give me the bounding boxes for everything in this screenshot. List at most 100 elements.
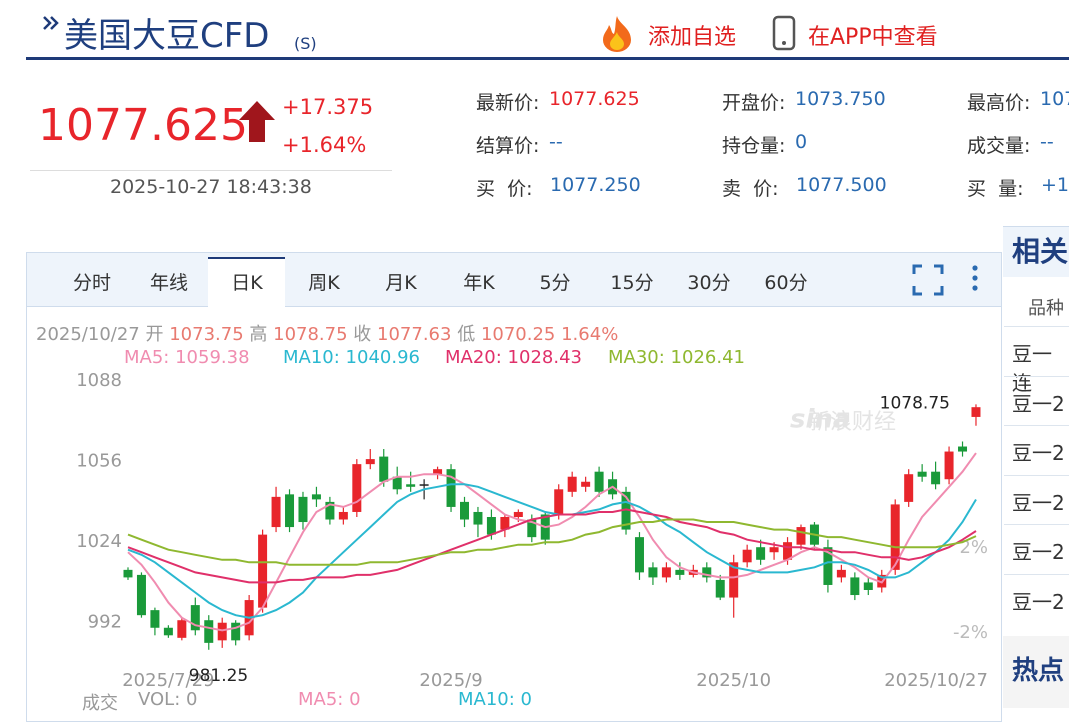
x-tick-label: 2025/10 bbox=[696, 670, 771, 691]
candle-body bbox=[944, 451, 954, 480]
candle-body bbox=[567, 476, 577, 492]
volume-label: 成交 bbox=[82, 693, 118, 714]
candle-body bbox=[231, 622, 241, 641]
volume-ma5: MA5: 0 bbox=[298, 689, 361, 710]
candle-body bbox=[890, 504, 900, 570]
candle-body bbox=[190, 605, 200, 631]
sidebar-item[interactable]: 豆一2 bbox=[1012, 490, 1065, 515]
volume-vol: VOL: 0 bbox=[138, 689, 198, 710]
candle-body bbox=[554, 489, 564, 515]
fullscreen-icon[interactable] bbox=[912, 264, 944, 296]
legend-entry: MA20: 1028.43 bbox=[445, 347, 582, 368]
ma-line bbox=[127, 508, 977, 584]
chart-tab[interactable]: 5分 bbox=[539, 272, 571, 294]
active-tab-bg bbox=[208, 257, 285, 309]
candle-body bbox=[527, 519, 537, 538]
sep bbox=[1004, 326, 1069, 327]
candle-body bbox=[594, 471, 604, 492]
sidebar-item[interactable]: 豆一2 bbox=[1012, 540, 1065, 564]
candle-body bbox=[204, 620, 214, 643]
field-value: -- bbox=[1040, 131, 1054, 153]
candle-body bbox=[581, 481, 591, 487]
field-label: 结算价: bbox=[476, 135, 540, 157]
chart-tab[interactable]: 15分 bbox=[610, 272, 654, 294]
legend-entry: MA5: 1059.38 bbox=[124, 347, 250, 368]
price-change: +17.375 bbox=[282, 95, 374, 119]
phone-icon[interactable] bbox=[772, 15, 796, 51]
candle-body bbox=[338, 511, 348, 520]
chart-tab[interactable]: 日K bbox=[231, 272, 263, 294]
sidebar-header bbox=[1003, 226, 1069, 277]
legend-entry: MA10: 1040.96 bbox=[283, 347, 420, 368]
field-label: 成交量: bbox=[967, 135, 1031, 157]
candle-body bbox=[352, 464, 362, 512]
info-value: 1077.63 bbox=[377, 324, 452, 345]
field-label: 卖 价: bbox=[722, 178, 779, 200]
candle-body bbox=[971, 407, 981, 417]
info-label: 开 bbox=[145, 324, 164, 345]
candle-body bbox=[433, 469, 443, 475]
sep bbox=[1004, 375, 1069, 377]
info-label: 收 bbox=[353, 324, 372, 345]
sidebar-item[interactable]: 豆一2 bbox=[1012, 589, 1065, 614]
candle-body bbox=[661, 567, 671, 578]
candle-body bbox=[648, 567, 658, 578]
chart-tab[interactable]: 分时 bbox=[72, 272, 111, 294]
watermark-text: 新浪财经 bbox=[808, 410, 896, 435]
chart-tab[interactable]: 年K bbox=[463, 272, 495, 294]
x-tick-label: 2025/10/27 bbox=[884, 670, 988, 691]
field-label: 开盘价: bbox=[722, 92, 786, 114]
menu-icon[interactable] bbox=[968, 264, 982, 294]
chart-tab[interactable]: 周K bbox=[308, 272, 340, 294]
candle-body bbox=[406, 484, 416, 487]
info-value: 1070.25 bbox=[480, 324, 556, 345]
field-label: 买 价: bbox=[476, 178, 533, 200]
candle-body bbox=[379, 456, 389, 482]
candle-body bbox=[365, 459, 375, 465]
sidebar-item[interactable]: 豆一连 bbox=[1012, 342, 1052, 395]
ma-line bbox=[127, 518, 977, 566]
candle-body bbox=[756, 547, 766, 560]
add-watchlist[interactable]: 添加自选 bbox=[648, 25, 737, 50]
fire-icon[interactable] bbox=[598, 14, 636, 52]
candle-body bbox=[904, 474, 914, 502]
chart: sina 新浪财经 992 1024 1056 1088 2% -2% 2025/7/29 2… bbox=[76, 347, 988, 691]
hot-box bbox=[1003, 636, 1069, 708]
info-pct: 1.64% bbox=[561, 324, 619, 345]
ma-line bbox=[127, 483, 977, 619]
open-app[interactable]: 在APP中查看 bbox=[808, 25, 938, 50]
chevron-icon bbox=[43, 16, 59, 30]
candle-body bbox=[769, 547, 779, 553]
candle-body bbox=[702, 567, 712, 578]
candle-body bbox=[796, 527, 806, 545]
candle-body bbox=[675, 569, 685, 575]
candle-body bbox=[460, 501, 469, 520]
chart-tab[interactable]: 60分 bbox=[764, 272, 808, 294]
chart-tab[interactable]: 月K bbox=[385, 272, 417, 294]
y2-tick-label: -2% bbox=[953, 622, 988, 643]
sidebar-item[interactable]: 豆一2 bbox=[1012, 391, 1065, 416]
y2-tick-label: 2% bbox=[959, 537, 988, 558]
candle-body bbox=[863, 582, 873, 590]
sidebar-item[interactable]: 豆一2 bbox=[1012, 441, 1065, 465]
sep bbox=[1004, 573, 1069, 575]
y-tick-label: 1088 bbox=[76, 370, 122, 391]
y-tick-label: 1056 bbox=[76, 451, 122, 472]
candle-body bbox=[621, 491, 631, 530]
chart-tab[interactable]: 30分 bbox=[687, 272, 731, 294]
chart-tab[interactable]: 年线 bbox=[149, 272, 188, 294]
candle-body bbox=[634, 537, 644, 573]
divider bbox=[30, 170, 392, 171]
high-label: 1078.75 bbox=[880, 393, 950, 413]
field-value: 1077.250 bbox=[550, 174, 641, 196]
candle-body bbox=[850, 577, 860, 596]
candle-body bbox=[958, 446, 968, 452]
candle-body bbox=[177, 620, 187, 638]
candle-body bbox=[311, 494, 321, 500]
candle-body bbox=[271, 496, 281, 528]
up-arrow bbox=[239, 101, 275, 142]
candle-body bbox=[285, 494, 295, 528]
candle-body bbox=[742, 549, 752, 563]
field-label: 最新价: bbox=[476, 92, 540, 114]
